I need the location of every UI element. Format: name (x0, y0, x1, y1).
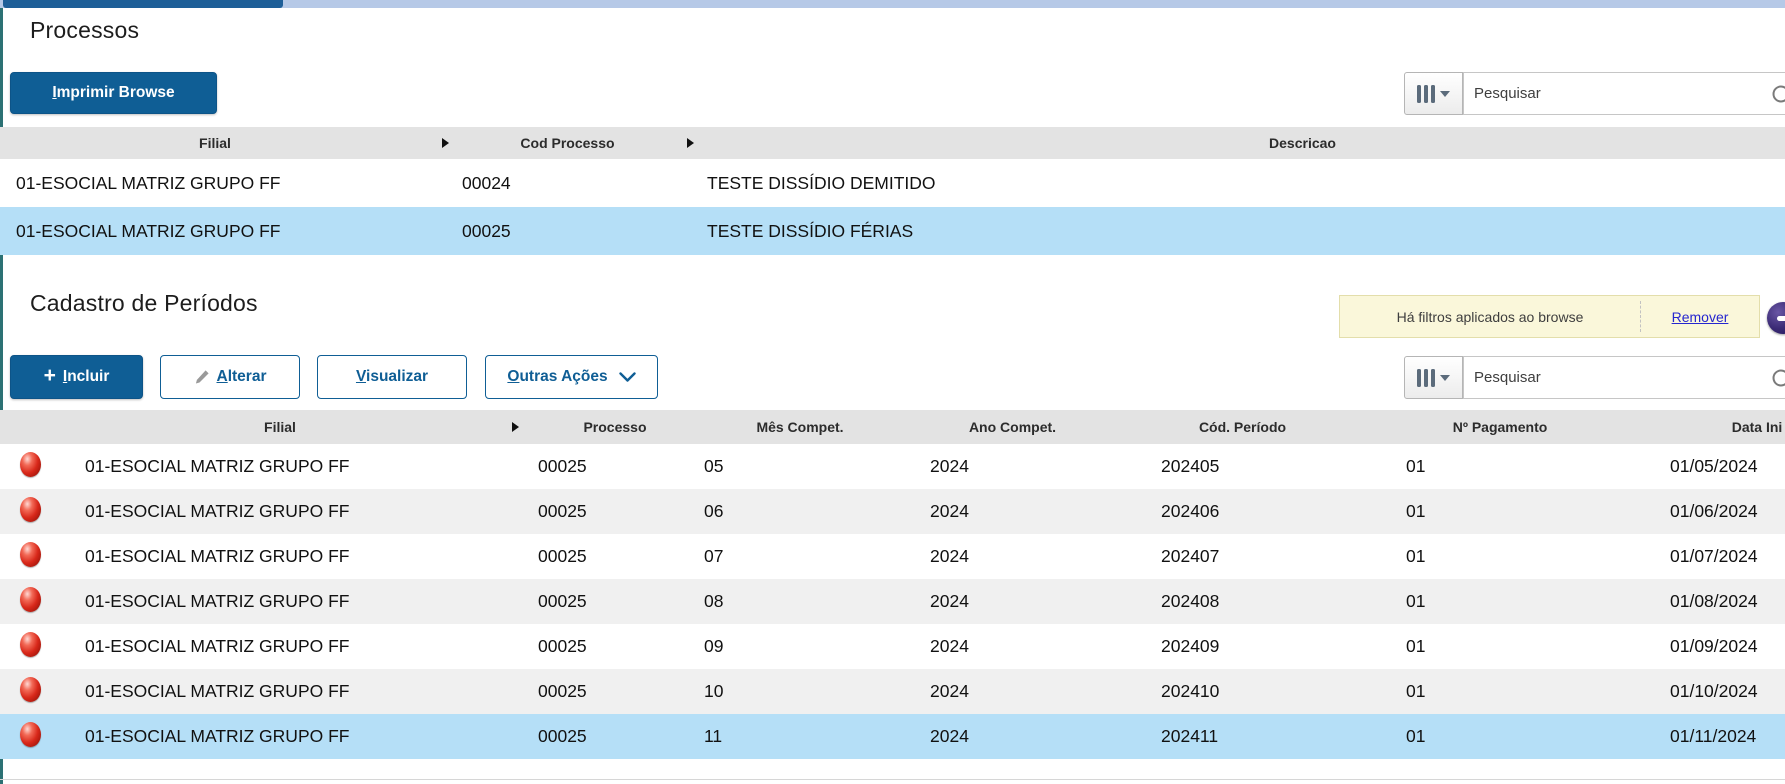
periodos-table: Filial Processo Mês Compet. Ano Compet. … (0, 410, 1785, 759)
imprimir-browse-button[interactable]: Imprimir Browse (10, 72, 217, 114)
sort-arrow-icon[interactable] (430, 127, 460, 159)
table-row[interactable]: 01-ESOCIAL MATRIZ GRUPO FF 00025 09 2024… (0, 624, 1785, 669)
imprimir-browse-label: Imprimir Browse (52, 84, 175, 101)
column-filter-button[interactable] (1404, 72, 1463, 115)
search-input[interactable] (1463, 356, 1785, 399)
incluir-button[interactable]: Incluir (10, 355, 143, 399)
alterar-label: Alterar (216, 368, 267, 385)
search-bar-processos (1404, 72, 1785, 115)
outras-acoes-label: Outras Ações (507, 368, 608, 385)
incluir-label: Incluir (62, 368, 110, 385)
table-header-row: Filial Cod Processo Descricao (0, 127, 1785, 159)
plus-icon (44, 367, 56, 387)
column-header-filial[interactable]: Filial (0, 127, 430, 159)
column-header-ano-compet[interactable]: Ano Compet. (900, 410, 1125, 444)
filter-notice: Há filtros aplicados ao browse Remover (1339, 295, 1760, 338)
column-header-descricao[interactable]: Descricao (705, 127, 1785, 159)
column-header-num-pagamento[interactable]: Nº Pagamento (1360, 410, 1640, 444)
visualizar-label: Visualizar (355, 368, 429, 385)
red-ball-icon (19, 676, 41, 702)
bottom-divider (0, 779, 1785, 780)
table-row[interactable]: 01-ESOCIAL MATRIZ GRUPO FF 00025 06 2024… (0, 489, 1785, 534)
caret-down-icon (1440, 90, 1450, 97)
red-ball-icon (19, 451, 41, 477)
caret-down-icon (1440, 374, 1450, 381)
pencil-icon (194, 369, 210, 385)
purple-filter-icon[interactable] (1767, 302, 1785, 334)
columns-icon (1417, 84, 1435, 103)
remove-filter-link[interactable]: Remover (1671, 308, 1729, 325)
search-bar-periodos (1404, 356, 1785, 399)
table-row[interactable]: 01-ESOCIAL MATRIZ GRUPO FF 00025 07 2024… (0, 534, 1785, 579)
red-ball-icon (19, 496, 41, 522)
column-filter-button[interactable] (1404, 356, 1463, 399)
top-accent-bar (0, 0, 1785, 8)
table-row[interactable]: 01-ESOCIAL MATRIZ GRUPO FF 00025 TESTE D… (0, 207, 1785, 255)
outras-acoes-button[interactable]: Outras Ações (485, 355, 658, 399)
table-row[interactable]: 01-ESOCIAL MATRIZ GRUPO FF 00024 TESTE D… (0, 159, 1785, 207)
sort-arrow-icon[interactable] (500, 410, 530, 444)
table-row[interactable]: 01-ESOCIAL MATRIZ GRUPO FF 00025 08 2024… (0, 579, 1785, 624)
table-row[interactable]: 01-ESOCIAL MATRIZ GRUPO FF 00025 05 2024… (0, 444, 1785, 489)
red-ball-icon (19, 541, 41, 567)
divider (1640, 301, 1641, 332)
column-header-cod-processo[interactable]: Cod Processo (460, 127, 675, 159)
search-icon[interactable] (1770, 367, 1785, 393)
table-row[interactable]: 01-ESOCIAL MATRIZ GRUPO FF 00025 10 2024… (0, 669, 1785, 714)
red-ball-icon (19, 721, 41, 747)
column-header-mes-compet[interactable]: Mês Compet. (700, 410, 900, 444)
column-header-filial[interactable]: Filial (60, 410, 500, 444)
chevron-down-icon (618, 371, 636, 382)
column-header-data-ini[interactable]: Data Ini (1640, 410, 1785, 444)
page-title-processos: Processos (30, 17, 140, 43)
table-header-row: Filial Processo Mês Compet. Ano Compet. … (0, 410, 1785, 444)
visualizar-button[interactable]: Visualizar (317, 355, 467, 399)
columns-icon (1417, 368, 1435, 387)
column-header-status (0, 410, 60, 444)
column-header-cod-periodo[interactable]: Cód. Período (1125, 410, 1360, 444)
table-row[interactable]: 01-ESOCIAL MATRIZ GRUPO FF 00025 11 2024… (0, 714, 1785, 759)
filter-notice-text: Há filtros aplicados ao browse (1396, 308, 1584, 325)
sort-arrow-icon[interactable] (675, 127, 705, 159)
search-input[interactable] (1463, 72, 1785, 115)
processos-table: Filial Cod Processo Descricao 01-ESOCIAL… (0, 127, 1785, 255)
alterar-button[interactable]: Alterar (160, 355, 300, 399)
page-title-cadastro-periodos: Cadastro de Períodos (30, 290, 258, 316)
red-ball-icon (19, 586, 41, 612)
red-ball-icon (19, 631, 41, 657)
left-edge-line (0, 8, 3, 784)
search-icon[interactable] (1770, 83, 1785, 109)
column-header-processo[interactable]: Processo (530, 410, 700, 444)
top-accent-bar-dark-segment (3, 0, 283, 8)
